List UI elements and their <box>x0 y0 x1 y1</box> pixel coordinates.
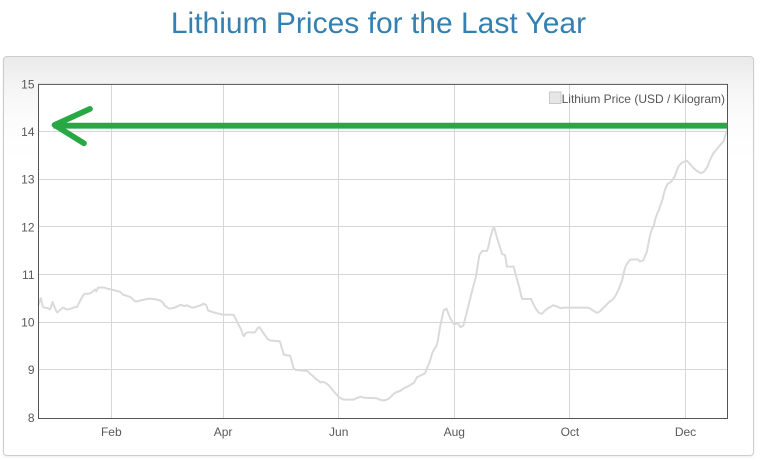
svg-text:Apr: Apr <box>214 425 233 439</box>
svg-text:13: 13 <box>21 173 35 187</box>
svg-text:11: 11 <box>22 268 35 282</box>
svg-text:15: 15 <box>21 77 35 91</box>
svg-text:Aug: Aug <box>444 425 465 439</box>
svg-text:9: 9 <box>28 363 35 377</box>
svg-text:12: 12 <box>21 220 35 234</box>
svg-text:14: 14 <box>21 125 35 139</box>
svg-text:Oct: Oct <box>561 425 580 439</box>
svg-text:Dec: Dec <box>675 425 696 439</box>
svg-text:Lithium Price (USD / Kilogram): Lithium Price (USD / Kilogram) <box>562 92 725 106</box>
svg-text:8: 8 <box>28 411 35 425</box>
svg-text:Jun: Jun <box>329 425 348 439</box>
svg-text:Feb: Feb <box>101 425 122 439</box>
svg-text:10: 10 <box>21 316 35 330</box>
